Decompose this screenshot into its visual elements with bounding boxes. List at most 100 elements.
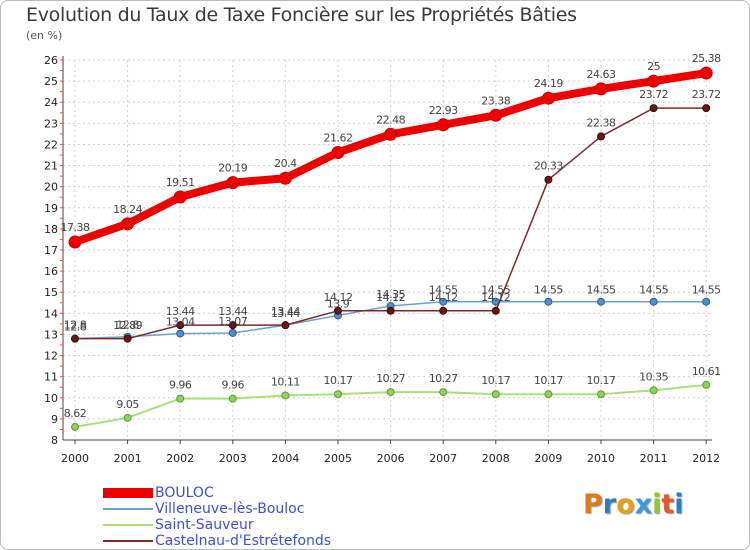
data-label: 10.35 — [639, 370, 668, 383]
y-tick-label: 20 — [44, 181, 58, 194]
data-label: 14.35 — [376, 288, 405, 301]
data-point — [544, 390, 553, 399]
data-point — [123, 413, 132, 422]
data-label: 14.12 — [481, 291, 510, 304]
data-point — [649, 104, 658, 113]
data-point — [123, 334, 132, 343]
data-label: 22.38 — [587, 116, 616, 129]
data-label: 10.11 — [271, 375, 300, 388]
y-axis-unit: (en %) — [26, 29, 63, 42]
brand-letter: i — [652, 489, 662, 520]
data-label: 20.4 — [274, 157, 297, 170]
brand-letter: r — [602, 489, 617, 520]
data-label: 10.27 — [429, 372, 458, 385]
x-tick-label: 2006 — [377, 452, 405, 465]
legend-swatch — [103, 508, 153, 510]
data-label: 13.44 — [271, 307, 300, 320]
x-tick-label: 2004 — [271, 452, 299, 465]
y-tick-label: 18 — [44, 223, 58, 236]
x-tick-label: 2010 — [587, 452, 615, 465]
data-label: 13.44 — [166, 305, 195, 318]
data-label: 12.8 — [64, 319, 87, 332]
x-tick-label: 2008 — [482, 452, 510, 465]
data-label: 14.55 — [429, 284, 458, 297]
data-label: 21.62 — [324, 131, 353, 144]
y-tick-label: 11 — [44, 371, 58, 384]
data-label: 13.07 — [218, 315, 247, 328]
data-label: 14.55 — [534, 284, 563, 297]
data-label: 20.33 — [534, 160, 563, 173]
data-point — [334, 390, 342, 399]
y-tick-label: 23 — [44, 117, 58, 130]
legend-label: BOULOC — [155, 485, 214, 501]
legend-swatch — [103, 540, 153, 542]
data-point — [597, 390, 605, 399]
data-label: 10.17 — [534, 374, 563, 387]
brand-logo: Proxiti — [583, 489, 684, 520]
brand-letter: P — [583, 489, 603, 520]
data-label: 10.17 — [324, 374, 353, 387]
data-label: 23.72 — [692, 88, 721, 101]
data-point — [176, 394, 185, 403]
y-tick-label: 25 — [44, 75, 58, 88]
x-tick-label: 2012 — [692, 452, 720, 465]
data-label: 22.48 — [376, 113, 405, 126]
data-label: 19.51 — [166, 176, 195, 189]
y-tick-label: 9 — [51, 413, 58, 426]
y-tick-label: 21 — [44, 160, 58, 173]
data-label: 12.8 — [116, 319, 139, 332]
y-tick-label: 24 — [44, 96, 58, 109]
data-label: 14.12 — [429, 291, 458, 304]
x-tick-label: 2002 — [166, 452, 194, 465]
data-label: 25 — [647, 60, 660, 73]
data-point — [544, 175, 553, 184]
data-label: 10.17 — [587, 374, 616, 387]
y-tick-label: 26 — [44, 54, 58, 67]
y-tick-label: 8 — [51, 434, 58, 447]
y-tick-label: 10 — [44, 392, 58, 405]
data-label: 14.55 — [692, 284, 721, 297]
y-tick-label: 17 — [44, 244, 58, 257]
data-point — [594, 82, 608, 96]
data-label: 22.93 — [429, 104, 458, 117]
legend-label: Castelnau-d'Estrétefonds — [155, 533, 332, 549]
data-point — [702, 297, 711, 306]
data-label: 10.17 — [481, 374, 510, 387]
data-point — [544, 297, 553, 306]
data-point — [491, 390, 500, 399]
data-label: 14.55 — [587, 284, 616, 297]
data-point — [649, 386, 658, 395]
data-label: 14.55 — [639, 284, 668, 297]
x-tick-label: 2003 — [219, 452, 247, 465]
data-label: 9.96 — [169, 379, 192, 392]
data-point — [228, 321, 237, 330]
data-label: 14.12 — [376, 291, 405, 304]
data-point — [699, 66, 713, 80]
data-label: 17.38 — [61, 221, 90, 234]
y-tick-label: 12 — [44, 350, 58, 363]
data-point — [597, 132, 605, 141]
brand-letter: x — [634, 489, 653, 520]
data-label: 14.12 — [324, 291, 353, 304]
data-point — [121, 217, 135, 231]
data-point — [491, 306, 500, 315]
brand-letter: t — [661, 489, 675, 520]
x-tick-label: 2005 — [324, 452, 352, 465]
x-tick-label: 2009 — [534, 452, 562, 465]
data-label: 9.96 — [222, 379, 245, 392]
data-label: 25.38 — [692, 52, 721, 65]
data-point — [649, 297, 658, 306]
data-label: 10.27 — [376, 372, 405, 385]
legend-swatch — [103, 488, 153, 498]
data-label: 10.61 — [692, 365, 721, 378]
data-point — [334, 306, 342, 315]
y-tick-label: 22 — [44, 138, 58, 151]
chart-title: Evolution du Taux de Taxe Foncière sur l… — [26, 4, 577, 26]
data-point — [647, 74, 661, 88]
y-tick-label: 16 — [44, 265, 58, 278]
data-point — [173, 190, 187, 204]
y-tick-label: 19 — [44, 202, 58, 215]
data-label: 14.55 — [481, 284, 510, 297]
